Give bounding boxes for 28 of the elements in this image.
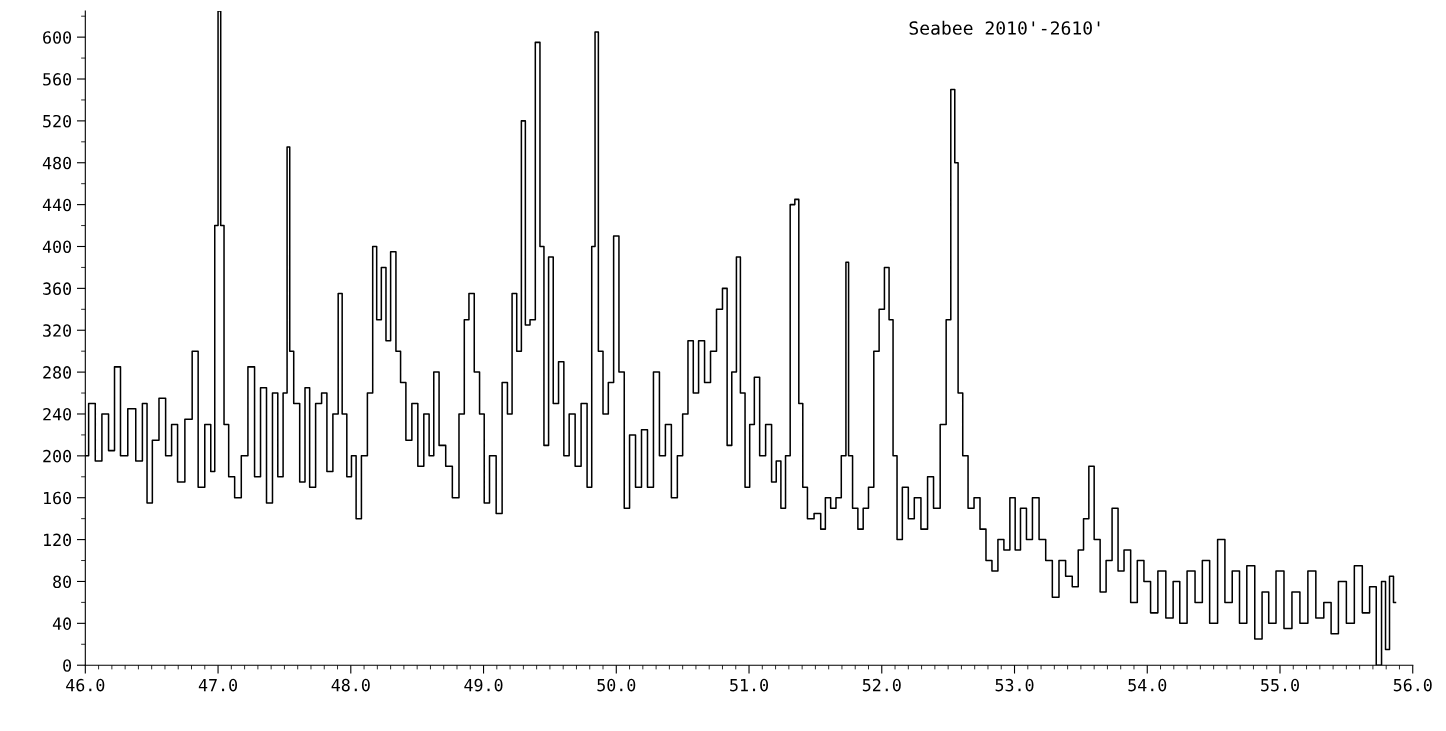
x-tick-label: 47.0: [198, 678, 238, 692]
y-tick-label: 520: [43, 114, 72, 128]
x-tick-label: 46.0: [66, 678, 105, 692]
chart-title: Seabee 2010'-2610': [909, 20, 1100, 35]
y-tick-label: 440: [42, 198, 72, 212]
x-tick-label: 56.0: [1393, 678, 1432, 692]
y-tick-label: 320: [43, 324, 72, 337]
y-tick-label: 160: [44, 491, 72, 505]
y-tick-label: 280: [43, 366, 72, 379]
y-tick-label: 40: [52, 617, 72, 630]
x-tick-label: 49.0: [464, 678, 503, 692]
x-tick-label: 53.0: [995, 678, 1034, 692]
y-tick-label: 480: [42, 156, 72, 170]
x-tick-label: 48.0: [331, 678, 370, 692]
y-tick-label: 120: [44, 533, 72, 547]
y-tick-label: 400: [42, 240, 72, 254]
y-tick-label: 600: [43, 31, 72, 44]
y-tick-label: 80: [53, 575, 72, 589]
y-tick-label: 560: [43, 73, 72, 86]
x-tick-label: 51.0: [730, 678, 769, 692]
x-tick-label: 52.0: [862, 678, 901, 692]
y-tick-label: 360: [43, 282, 72, 295]
y-tick-label: 240: [43, 407, 72, 421]
y-tick-label: 200: [43, 449, 72, 463]
x-tick-label: 55.0: [1261, 678, 1299, 692]
y-tick-label: 0: [63, 659, 72, 672]
x-tick-label: 54.0: [1128, 678, 1167, 692]
x-tick-label: 50.0: [597, 678, 636, 692]
